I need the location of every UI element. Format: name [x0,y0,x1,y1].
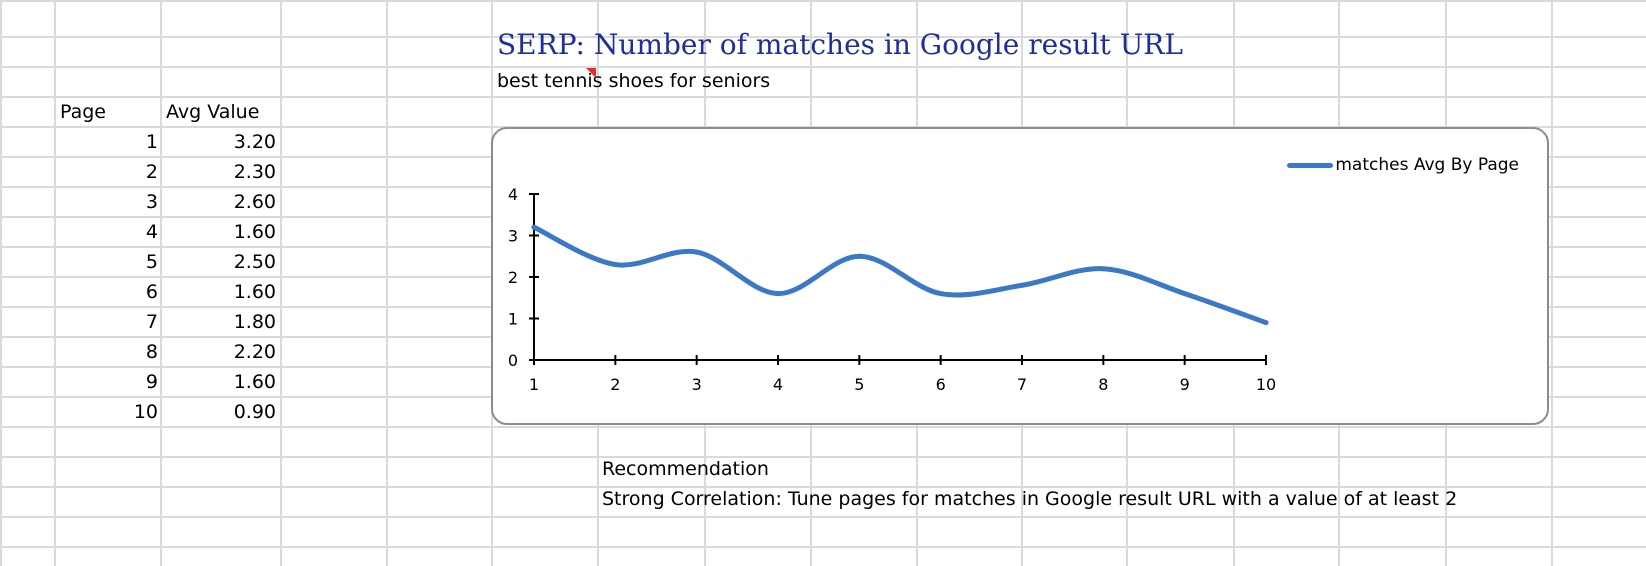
cell-avg-value[interactable]: 0.90 [233,401,276,423]
grid-col-line [54,0,56,566]
grid-row-line [0,66,1646,68]
grid-col-line [280,0,282,566]
sheet-subtitle[interactable]: best tennis shoes for seniors [497,70,771,92]
data-point [856,253,862,259]
grid-row-line [0,516,1646,518]
grid-row-line [0,456,1646,458]
x-tick-label: 9 [1180,375,1190,394]
cell-avg-value[interactable]: 2.30 [233,161,276,183]
cell-page[interactable]: 4 [145,221,158,243]
cell-page[interactable]: 5 [145,251,158,273]
data-point [1182,291,1188,297]
data-point [938,291,944,297]
x-tick-label: 7 [1017,375,1027,394]
data-point [775,291,781,297]
y-tick-label: 2 [508,268,518,287]
y-tick-label: 4 [508,185,518,204]
cell-page[interactable]: 2 [145,161,158,183]
cell-page[interactable]: 9 [145,371,158,393]
grid-col-line [386,0,388,566]
grid-col-line [0,0,2,566]
x-tick-label: 5 [854,375,864,394]
cell-page[interactable]: 7 [145,311,158,333]
cell-avg-value[interactable]: 3.20 [233,131,276,153]
cell-page[interactable]: 8 [145,341,158,363]
recommendation-label[interactable]: Recommendation [602,458,769,480]
grid-row-line [0,546,1646,548]
x-tick-label: 6 [936,375,946,394]
y-tick-label: 3 [508,227,518,246]
y-tick-label: 0 [508,351,518,370]
grid-col-line [160,0,162,566]
cell-avg-value[interactable]: 1.80 [233,311,276,333]
cell-avg-value[interactable]: 1.60 [233,371,276,393]
header-avg-value[interactable]: Avg Value [166,101,260,123]
data-point [612,262,618,268]
series-line-matches-avg [531,224,1269,326]
data-point [1019,282,1025,288]
x-tick-label: 1 [529,375,539,394]
legend-label: matches Avg By Page [1335,155,1519,175]
grid-row-line [0,36,1646,38]
grid-row-line [0,0,1646,2]
cell-avg-value[interactable]: 2.60 [233,191,276,213]
data-point [694,249,700,255]
data-point [531,224,537,230]
grid-col-line [1551,0,1553,566]
cell-avg-value[interactable]: 2.20 [233,341,276,363]
data-point [1100,266,1106,272]
cell-avg-value[interactable]: 2.50 [233,251,276,273]
cell-avg-value[interactable]: 1.60 [233,221,276,243]
legend-swatch [1287,162,1334,168]
cell-page[interactable]: 1 [145,131,158,153]
x-tick-label: 8 [1098,375,1108,394]
cell-page[interactable]: 6 [145,281,158,303]
y-tick-label: 1 [508,310,518,329]
cell-page[interactable]: 3 [145,191,158,213]
cell-avg-value[interactable]: 1.60 [233,281,276,303]
sheet-title[interactable]: SERP: Number of matches in Google result… [497,28,1183,61]
x-tick-label: 4 [773,375,783,394]
x-tick-label: 2 [610,375,620,394]
grid-row-line [0,426,1646,428]
grid-row-line [0,96,1646,98]
grid-row-line [0,486,1646,488]
chart-legend: matches Avg By Page [1287,155,1519,175]
comment-indicator[interactable] [586,68,596,78]
x-tick-label: 10 [1256,375,1276,394]
header-page[interactable]: Page [60,101,106,123]
chart-container[interactable]: 0 1 2 3 4 1 2 3 4 5 6 7 8 9 10 matches Avg By Page [491,127,1549,425]
data-point [1263,320,1269,326]
x-tick-label: 3 [692,375,702,394]
cell-page[interactable]: 10 [133,401,158,423]
recommendation-text[interactable]: Strong Correlation: Tune pages for match… [602,488,1458,510]
